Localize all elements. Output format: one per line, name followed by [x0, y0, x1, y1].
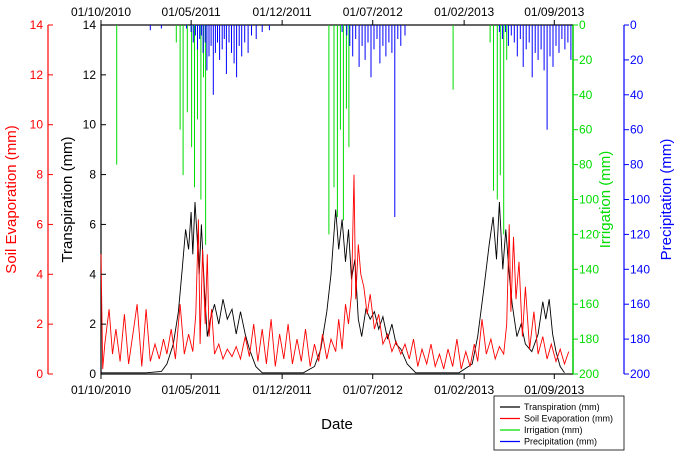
- x-tick-label-top: 01/12/2011: [253, 5, 312, 19]
- x-tick-label-bottom: 01/07/2012: [343, 383, 403, 397]
- y-tick-label-irrigation: 100: [579, 193, 599, 207]
- y-tick-label-precipitation: 180: [630, 332, 650, 346]
- y-tick-label-transpiration: 4: [89, 267, 96, 281]
- legend-label: Transpiration (mm): [524, 402, 600, 412]
- y-tick-label-transpiration: 6: [89, 217, 96, 231]
- y-tick-label-irrigation: 0: [579, 18, 586, 32]
- y-tick-label-soil-evaporation: 4: [36, 267, 43, 281]
- legend-label: Precipitation (mm): [524, 437, 597, 447]
- y-tick-label-transpiration: 2: [89, 317, 96, 331]
- x-tick-label-bottom: 01/02/2013: [434, 383, 494, 397]
- y-tick-label-soil-evaporation: 10: [30, 118, 44, 132]
- y-axis-title-irrigation: Irrigation (mm): [597, 151, 614, 249]
- y-axis-title-precipitation: Precipitation (mm): [658, 139, 675, 261]
- y-tick-label-soil-evaporation: 0: [36, 367, 43, 381]
- y-tick-label-precipitation: 100: [630, 193, 650, 207]
- y-tick-label-precipitation: 160: [630, 297, 650, 311]
- y-tick-label-irrigation: 120: [579, 227, 599, 241]
- x-tick-label-bottom: 01/09/2013: [524, 383, 584, 397]
- y-tick-label-transpiration: 8: [89, 168, 96, 182]
- y-tick-label-precipitation: 80: [630, 158, 644, 172]
- x-tick-label-top: 01/09/2013: [524, 5, 584, 19]
- y-tick-label-precipitation: 40: [630, 88, 644, 102]
- y-tick-label-soil-evaporation: 2: [36, 317, 43, 331]
- y-tick-label-transpiration: 12: [83, 68, 97, 82]
- x-tick-label-top: 01/07/2012: [343, 5, 403, 19]
- y-tick-label-irrigation: 80: [579, 158, 593, 172]
- x-tick-label-bottom: 01/10/2010: [71, 383, 131, 397]
- y-tick-label-irrigation: 160: [579, 297, 599, 311]
- legend-label: Irrigation (mm): [524, 425, 583, 435]
- y-tick-label-precipitation: 60: [630, 123, 644, 137]
- x-axis-title: Date: [321, 416, 353, 433]
- x-tick-label-top: 01/02/2013: [434, 5, 494, 19]
- y-tick-label-soil-evaporation: 6: [36, 217, 43, 231]
- y-tick-label-irrigation: 200: [579, 367, 599, 381]
- y-axis-title-soil-evaporation: Soil Evaporation (mm): [3, 125, 20, 273]
- y-axis-title-transpiration: Transpiration (mm): [59, 136, 76, 262]
- x-tick-label-top: 01/10/2010: [71, 5, 131, 19]
- y-tick-label-soil-evaporation: 12: [30, 68, 44, 82]
- y-tick-label-irrigation: 40: [579, 88, 593, 102]
- y-tick-label-precipitation: 140: [630, 262, 650, 276]
- series-soil-evaporation-line: [100, 174, 570, 370]
- legend-label: Soil Evaporation (mm): [524, 414, 613, 424]
- x-tick-label-bottom: 01/12/2011: [253, 383, 312, 397]
- y-tick-label-precipitation: 120: [630, 227, 650, 241]
- y-tick-label-irrigation: 60: [579, 123, 593, 137]
- y-tick-label-irrigation: 140: [579, 262, 599, 276]
- y-tick-label-transpiration: 10: [83, 118, 97, 132]
- series-transpiration-line: [101, 201, 565, 374]
- x-tick-label-top: 01/05/2011: [162, 5, 221, 19]
- y-tick-label-soil-evaporation: 14: [30, 18, 44, 32]
- y-tick-label-transpiration: 14: [83, 18, 97, 32]
- y-tick-label-precipitation: 20: [630, 53, 644, 67]
- y-tick-label-soil-evaporation: 8: [36, 168, 43, 182]
- y-tick-label-transpiration: 0: [89, 367, 96, 381]
- y-tick-label-irrigation: 20: [579, 53, 593, 67]
- x-tick-label-bottom: 01/05/2011: [162, 383, 221, 397]
- y-tick-label-precipitation: 200: [630, 367, 650, 381]
- y-tick-label-irrigation: 180: [579, 332, 599, 346]
- y-tick-label-precipitation: 0: [630, 18, 637, 32]
